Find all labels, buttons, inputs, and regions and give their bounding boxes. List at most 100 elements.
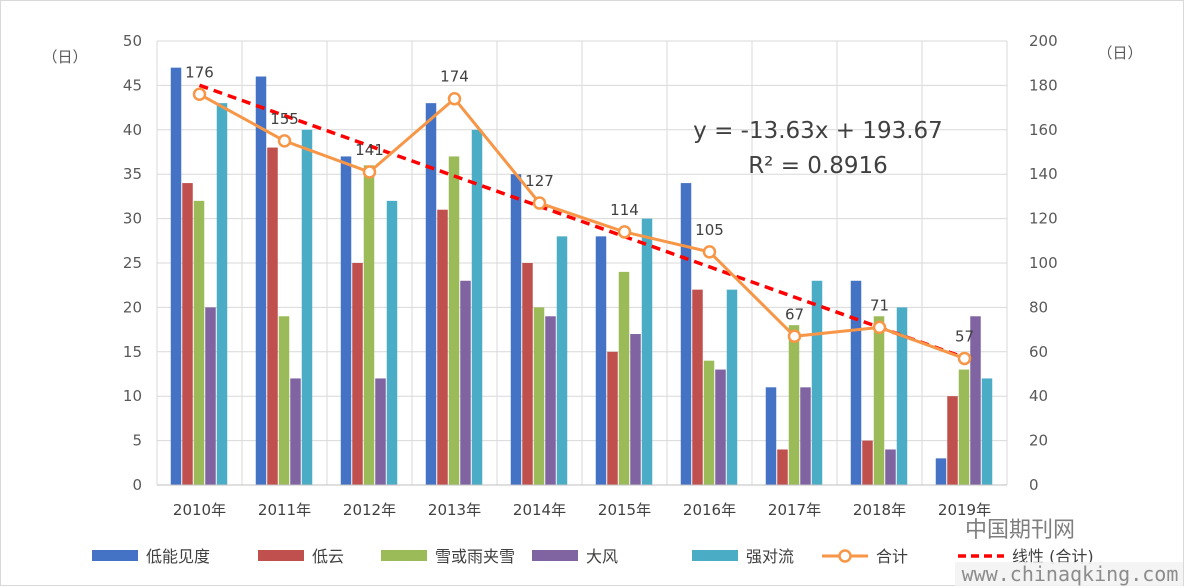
- right-tick-label: 0: [1029, 476, 1039, 494]
- total-line-marker: [192, 87, 207, 102]
- right-tick-label: 100: [1029, 254, 1058, 272]
- bar: [267, 147, 278, 485]
- total-data-label: 155: [270, 110, 299, 128]
- bar: [765, 387, 777, 485]
- x-tick-label: 2018年: [853, 501, 906, 519]
- bar: [340, 156, 352, 485]
- legend-swatch: [92, 550, 138, 561]
- bar: [788, 325, 800, 485]
- bar: [630, 334, 641, 485]
- bar: [216, 103, 228, 485]
- axes: 0 5 10 15 20 25 30 35 40 45 50 0 20 40 60 80 100 120 140 16…: [123, 32, 1058, 519]
- total-data-label: 67: [785, 305, 804, 323]
- right-tick-label: 120: [1029, 210, 1058, 228]
- bar: [680, 183, 692, 485]
- total-line: [192, 87, 972, 366]
- legend-swatch: [692, 550, 738, 561]
- trendline-equation: y = -13.63x + 193.67: [693, 118, 943, 144]
- total-line-marker: [362, 165, 377, 179]
- legend-swatch: [532, 550, 578, 561]
- right-tick-label: 160: [1029, 121, 1058, 139]
- bar: [437, 209, 448, 485]
- bars: [170, 67, 993, 486]
- bar: [510, 174, 522, 485]
- left-tick-label: 35: [123, 165, 142, 183]
- left-tick-label: 25: [123, 254, 142, 272]
- legend: 低能见度 低云 雪或雨夹雪 大风 强对流 合计 线性 (合计): [92, 547, 1094, 566]
- bar: [885, 449, 896, 485]
- total-data-label: 57: [955, 327, 974, 345]
- bar: [641, 218, 653, 485]
- total-line-marker: [532, 196, 547, 210]
- legend-label: 大风: [586, 547, 618, 566]
- left-tick-label: 10: [123, 387, 142, 405]
- trendline-path: [198, 83, 966, 360]
- bar: [607, 351, 618, 485]
- bar: [811, 280, 823, 485]
- total-data-label: 141: [355, 141, 384, 159]
- bar: [970, 316, 981, 485]
- bar: [873, 316, 885, 485]
- bar: [777, 449, 788, 485]
- bar: [533, 307, 545, 485]
- legend-label: 强对流: [746, 547, 794, 566]
- watermark-name: 中国期刊网: [965, 518, 1075, 543]
- left-tick-label: 15: [123, 343, 142, 361]
- bar: [595, 236, 607, 485]
- bar: [850, 280, 862, 485]
- bar: [935, 458, 947, 485]
- total-line-marker: [872, 320, 887, 335]
- data-labels: 176 155 141 174 127 114 105 67 71 57: [185, 63, 974, 345]
- bar: [386, 200, 398, 485]
- bar: [170, 67, 182, 485]
- total-line-marker: [447, 91, 462, 106]
- legend-label: 合计: [876, 547, 908, 566]
- left-tick-label: 50: [123, 32, 142, 50]
- total-line-path: [198, 92, 966, 360]
- bar: [715, 369, 726, 485]
- bar: [545, 316, 556, 485]
- right-tick-label: 80: [1029, 298, 1048, 316]
- right-tick-label: 180: [1029, 76, 1058, 94]
- x-tick-label: 2015年: [598, 501, 651, 519]
- left-tick-label: 20: [123, 298, 142, 316]
- total-data-label: 174: [440, 68, 469, 86]
- left-axis-unit: （日）: [42, 48, 87, 66]
- bar: [352, 263, 363, 485]
- total-data-label: 105: [695, 221, 724, 239]
- bar: [800, 387, 811, 485]
- left-tick-label: 45: [123, 76, 142, 94]
- right-tick-label: 40: [1029, 387, 1048, 405]
- legend-swatch: [258, 550, 304, 561]
- total-data-label: 176: [185, 63, 214, 81]
- total-line-marker: [702, 245, 717, 259]
- total-line-marker: [957, 351, 972, 366]
- x-tick-label: 2019年: [938, 501, 991, 519]
- left-tick-label: 30: [123, 210, 142, 228]
- bar: [958, 369, 970, 485]
- bar: [182, 183, 193, 485]
- legend-swatch-marker: [838, 549, 852, 563]
- right-tick-label: 140: [1029, 165, 1058, 183]
- x-tick-label: 2017年: [768, 501, 821, 519]
- right-tick-label: 60: [1029, 343, 1048, 361]
- bar: [703, 360, 715, 485]
- total-data-label: 71: [870, 296, 889, 314]
- legend-label: 低能见度: [146, 547, 210, 566]
- watermark-url: www.chinaqking.com: [962, 562, 1179, 586]
- bar: [278, 316, 290, 485]
- bar: [726, 289, 738, 485]
- trendline: [198, 83, 966, 360]
- total-data-label: 127: [525, 172, 554, 190]
- left-tick-label: 0: [132, 476, 142, 494]
- bar: [556, 236, 568, 485]
- bar: [290, 378, 301, 485]
- watermark-url-backdrop: [955, 562, 1183, 586]
- bar: [255, 76, 267, 486]
- bar: [375, 378, 386, 485]
- bar: [862, 440, 873, 485]
- bar: [896, 307, 908, 485]
- bar: [947, 396, 958, 485]
